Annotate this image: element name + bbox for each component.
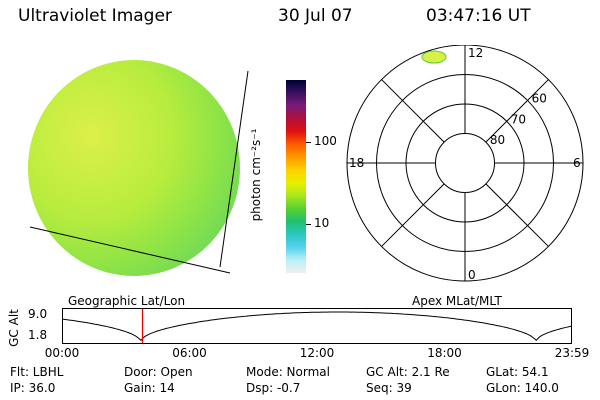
altitude-curve [62,311,572,342]
alt-plot-frame [62,308,572,344]
date-label: 30 Jul 07 [278,6,353,26]
info-col-3: Mode: Normal Dsp: -0.7 [246,364,330,396]
info-door: Door: Open [124,365,193,379]
info-col-4: GC Alt: 2.1 Re Seq: 39 [366,364,450,396]
time-tick-label: 06:00 [172,346,207,360]
alt-ymax-label: 9.0 [28,307,48,321]
info-mode: Mode: Normal [246,365,330,379]
colorbar-tick-label: 100 [314,133,337,148]
colorbar-label-wrap: photon cm⁻²s⁻¹ [248,80,264,270]
lat-label-80: 80 [490,133,505,147]
lat-label-70: 70 [511,112,526,126]
time-tick-label: 23:59 [554,346,590,360]
page-title: Ultraviolet Imager [18,6,172,26]
polar-radial-line [485,79,549,143]
time-label: 03:47:16 UT [426,6,531,26]
colorbar-tick [306,141,311,143]
info-gain: Gain: 14 [124,381,175,395]
polar-radial-line [485,183,549,247]
info-seq: Seq: 39 [366,381,412,395]
alt-ylabel: GC Alt [7,309,21,347]
colorbar [286,80,306,273]
info-col-2: Door: Open Gain: 14 [124,364,193,396]
mlt-label-bottom: 0 [468,268,476,282]
mlt-label-top: 12 [468,46,483,60]
alt-ylabel-wrap: GC Alt [6,308,22,348]
info-gcalt: GC Alt: 2.1 Re [366,365,450,379]
info-col-1: Flt: LBHL IP: 36.0 [10,364,63,396]
mlt-label-left: 18 [349,156,364,170]
terminator-line [219,70,249,268]
globe-label: Geographic Lat/Lon [68,294,186,308]
info-glat: GLat: 54.1 [486,365,549,379]
info-glon: GLon: 140.0 [486,381,559,395]
polar-circle-80 [435,133,495,193]
time-tick-label: 18:00 [427,346,462,360]
globe-disc [28,60,240,276]
time-tick-label: 12:00 [299,346,335,360]
colorbar-tick [306,223,311,225]
lat-lon-line [29,226,231,274]
time-tick-label: 00:00 [44,346,80,360]
colorbar-unit-label: photon cm⁻²s⁻¹ [249,128,263,222]
lat-label-60: 60 [532,91,547,105]
polar-radial-line [381,79,445,143]
info-ip: IP: 36.0 [10,381,56,395]
mlt-label-right: 6 [573,156,581,170]
colorbar-tick-label: 10 [314,215,330,230]
info-dsp: Dsp: -0.7 [246,381,301,395]
info-col-5: GLat: 54.1 GLon: 140.0 [486,364,559,396]
uv-globe-image [28,60,249,276]
polar-radial-line [381,183,445,247]
info-flt: Flt: LBHL [10,365,64,379]
aurora-blob [421,50,447,64]
alt-ymin-label: 1.8 [28,328,48,342]
polar-label: Apex MLat/MLT [412,294,502,308]
altitude-plot [62,308,572,344]
